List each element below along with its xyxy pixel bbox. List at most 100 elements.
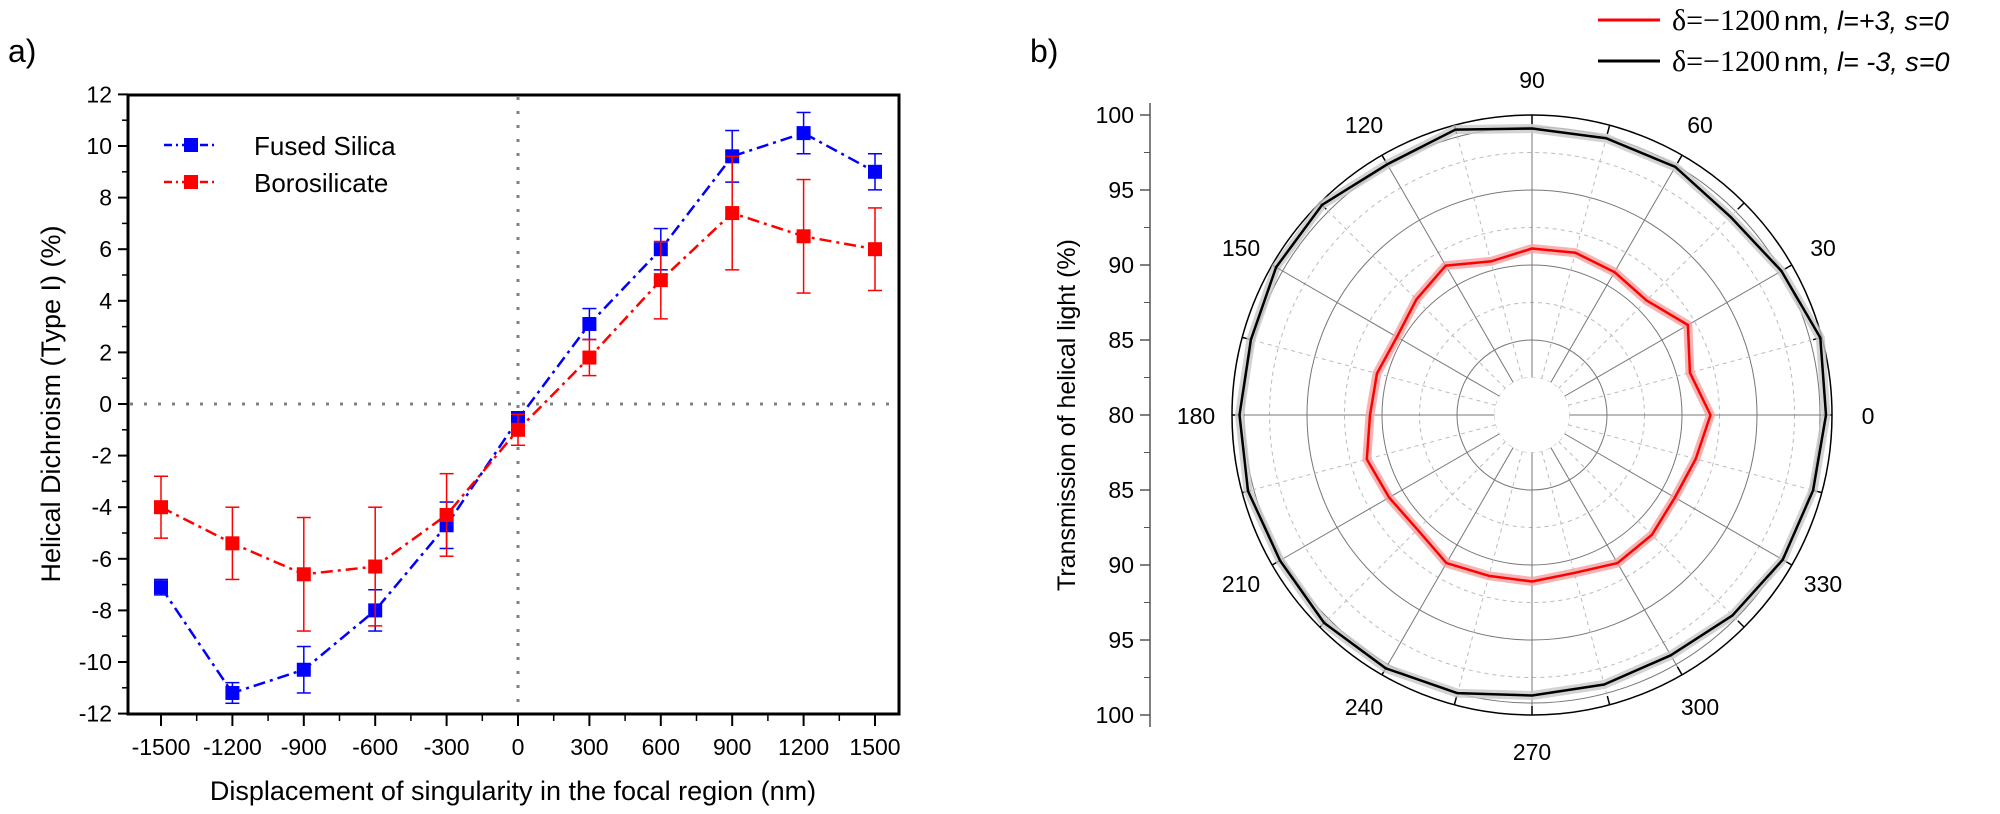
legend-unit: nm,: [1784, 47, 1829, 77]
data-point-1: [653, 273, 668, 288]
x-tick-label: 300: [570, 734, 608, 760]
legend-marker-0: [184, 138, 198, 152]
data-point-1: [796, 229, 811, 244]
legend-params: l=+3, s=0: [1837, 6, 1949, 36]
angle-label: 30: [1810, 235, 1836, 261]
angle-label: 210: [1222, 571, 1260, 597]
x-tick-label: -300: [424, 734, 470, 760]
data-point-0: [868, 164, 882, 179]
y-tick-label: -8: [92, 597, 112, 623]
legend-label-fused-silica: Fused Silica: [254, 131, 396, 161]
spoke-minor: [1558, 202, 1745, 389]
angle-tick: [1783, 264, 1793, 271]
chart-a: a) -12 -10 -8 -6 -4 -2 0 2 4 6 8 10 12 -1500 -1200 -900…: [8, 33, 901, 806]
angle-tick: [1737, 620, 1745, 628]
data-point-1: [439, 507, 454, 522]
radial-tick-label: 100: [1096, 102, 1134, 128]
data-point-1: [225, 536, 240, 551]
angle-label: 120: [1345, 112, 1383, 138]
legend-a: Fused Silica Borosilicate: [164, 131, 396, 198]
y-axis-title-a: Helical Dichroism (Type I) (%): [36, 225, 66, 582]
y-tick-label: 10: [86, 133, 112, 159]
legend-b: δ=−1200 nm, l=+3, s=0 δ=−1200 nm, l= -3, s=0: [1598, 4, 1950, 78]
radial-tick-label: 80: [1108, 402, 1134, 428]
radial-tick-label: 90: [1108, 252, 1134, 278]
x-tick-label: 900: [713, 734, 751, 760]
radial-tick-label: 85: [1108, 477, 1134, 503]
x-tick-label: -1200: [203, 734, 262, 760]
y-tick-label: -12: [79, 701, 112, 727]
angle-tick: [1606, 125, 1611, 135]
y-axis-title-b: Transmission of helical light (%): [1053, 239, 1081, 591]
x-tick-label: 600: [642, 734, 680, 760]
radial-tick-label: 100: [1096, 702, 1134, 728]
legend-entry-red: δ=−1200 nm, l=+3, s=0: [1672, 4, 1949, 37]
x-tick-label: -900: [281, 734, 327, 760]
legend-marker-1: [184, 175, 198, 189]
spoke-minor: [1568, 336, 1822, 406]
panel-label-a: a): [8, 33, 36, 69]
y-tick-label: 2: [99, 339, 112, 365]
data-point-0: [582, 317, 597, 332]
angle-label: 300: [1681, 694, 1719, 720]
spoke: [1271, 264, 1500, 397]
spoke-minor: [1453, 125, 1523, 379]
y-tick-label: -6: [92, 546, 112, 572]
y-tick-label: 12: [86, 81, 112, 107]
data-point-0: [225, 685, 240, 700]
data-point-1: [725, 206, 740, 221]
data-point-1: [868, 242, 882, 257]
x-tick-label: 1500: [849, 734, 900, 760]
data-point-1: [154, 500, 168, 515]
chart-b: b) 0 30 60 90 120 150 180 210 240 270 300 330 100 95…: [1030, 4, 1950, 765]
radial-tick-label: 95: [1108, 177, 1134, 203]
spoke-minor: [1319, 441, 1506, 628]
angle-tick: [1676, 666, 1683, 676]
legend-label-borosilicate: Borosilicate: [254, 168, 388, 198]
x-tick-label: 1200: [778, 734, 829, 760]
x-tick-label: -600: [352, 734, 398, 760]
y-tick-label: -10: [79, 649, 112, 675]
y-tick-label: 0: [99, 391, 112, 417]
x-axis-title-a: Displacement of singularity in the focal…: [210, 776, 816, 806]
angle-label: 0: [1862, 403, 1875, 429]
spoke-minor: [1242, 336, 1496, 406]
y-tick-label: -2: [92, 443, 112, 469]
spoke-minor: [1541, 451, 1611, 705]
data-point-1: [368, 559, 383, 574]
radial-tick-label: 85: [1108, 327, 1134, 353]
angle-tick: [1606, 695, 1611, 705]
legend-delta: δ=−1200: [1672, 4, 1780, 37]
angle-tick: [1676, 154, 1683, 164]
radial-tick-label: 90: [1108, 552, 1134, 578]
angle-label: 330: [1804, 571, 1842, 597]
angle-label: 90: [1519, 67, 1545, 93]
angle-label: 180: [1177, 403, 1215, 429]
angle-tick: [1737, 202, 1745, 210]
center-hole: [1494, 377, 1570, 453]
angle-label: 60: [1687, 112, 1713, 138]
data-point-1: [296, 567, 311, 582]
spoke-minor: [1319, 202, 1506, 389]
legend-delta: δ=−1200: [1672, 45, 1780, 78]
series-line-1: [1238, 127, 1828, 697]
angle-label: 270: [1513, 739, 1551, 765]
y-tick-label: -4: [92, 494, 113, 520]
series-line-0: [1365, 247, 1712, 583]
spoke: [1564, 264, 1793, 397]
data-point-0: [154, 580, 168, 595]
data-point-0: [796, 126, 811, 141]
y-tick-label: 4: [99, 288, 112, 314]
x-tick-label: -1500: [132, 734, 191, 760]
x-tick-label: 0: [512, 734, 525, 760]
legend-entry-black: δ=−1200 nm, l= -3, s=0: [1672, 45, 1950, 78]
y-tick-label: 8: [99, 185, 112, 211]
radial-tick-label: 95: [1108, 627, 1134, 653]
angle-label: 240: [1345, 694, 1383, 720]
data-point-1: [511, 422, 525, 437]
data-point-0: [296, 662, 311, 677]
angle-label: 150: [1222, 235, 1260, 261]
y-tick-label: 6: [99, 236, 112, 262]
panel-label-b: b): [1030, 33, 1058, 69]
